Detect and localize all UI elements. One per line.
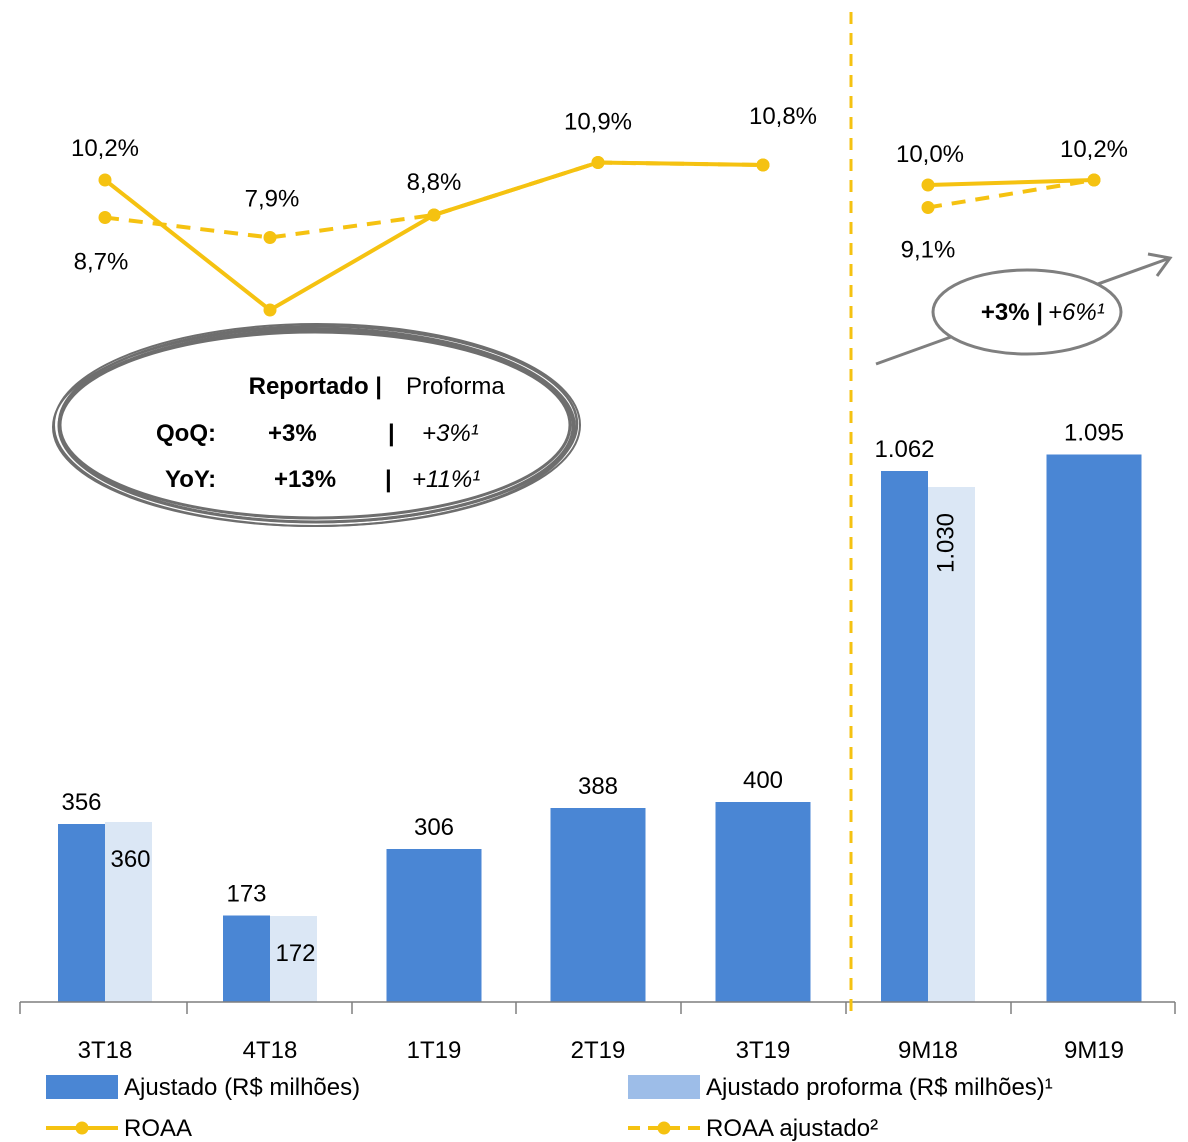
roaa-ajustado-label-3T18: 8,7% [74,249,129,276]
svg-text:Reportado |: Reportado | [249,373,382,400]
bar-ajustado-3T19 [715,802,811,1002]
legend-swatch-1 [628,1075,700,1099]
legend: Ajustado (R$ milhões) Ajustado proforma (… [46,1074,1053,1142]
qoq-reported: +3% [268,420,317,447]
roaa-ajustado-label-4T18: 7,9% [245,186,300,213]
roaa-ajustado-point-3T18 [98,211,112,224]
bar-label-ajustado-9M18: 1.062 [874,436,934,463]
yoy-proforma: +11%¹ [412,466,480,493]
callout-header-separator: | [369,373,382,400]
qoq-proforma: +3%¹ [422,420,479,447]
bar-proforma-4T18 [270,916,317,1002]
yoy-reported: +13% [274,466,336,493]
bar-label-proforma-3T18: 360 [110,846,150,873]
nine-months-growth: +3% | +6%¹ [875,252,1173,366]
roaa-line [927,178,1095,187]
svg-text:+3% |: +3% | [981,299,1043,326]
bar-label-ajustado-4T18: 173 [226,881,266,908]
legend-label-1: Ajustado proforma (R$ milhões)¹ [706,1074,1053,1101]
legend-label-0: Ajustado (R$ milhões) [124,1074,360,1101]
bar-ajustado-3T18 [58,824,105,1002]
callout-header-proforma: Proforma [406,373,505,400]
lines-layer: 10,2%5,0%8,8%10,9%10,8%10,0%10,2%8,7%7,9… [71,103,1128,367]
bar-ajustado-2T19 [550,808,646,1002]
roaa-label-2T19: 10,9% [564,109,632,136]
bar-label-ajustado-3T19: 400 [743,767,783,794]
roaa-label-9M18: 10,0% [896,141,964,168]
bar-proforma-9M18 [928,487,975,1002]
bar-proforma-3T18 [105,822,152,1002]
qoq-label: QoQ: [156,420,216,447]
yoy-label: YoY: [165,466,216,493]
yoy-separator: | [385,466,392,493]
roaa-label-1T19: 8,8% [407,169,462,196]
legend-swatch-0 [46,1075,118,1099]
roaa-point-2T19 [591,156,605,169]
legend-marker-2 [75,1121,89,1135]
bar-label-proforma-9M18: 1.030 [933,513,960,573]
roaa-ajustado-label-9M18: 9,1% [901,237,956,264]
nine-months-proforma: +6%¹ [1048,299,1105,326]
bar-ajustado-9M18 [881,471,928,1002]
roaa-ajustado-point-9M18 [921,201,935,214]
x-tick-label-4T18: 4T18 [243,1037,298,1064]
roaa-label-9M19: 10,2% [1060,136,1128,163]
x-tick-label-3T18: 3T18 [78,1037,133,1064]
x-axis: 3T18 4T18 1T19 2T19 3T19 9M18 9M19 [19,1001,1176,1064]
arrow-head-icon [1147,252,1173,277]
bar-ajustado-1T19 [386,849,482,1002]
roaa-point-9M18 [921,178,935,192]
qoq-separator: | [388,420,395,447]
x-tick-label-9M18: 9M18 [898,1037,958,1064]
bars-layer: 356 360 173 172 306 388 400 1.062 1.030 1.095 [58,420,1142,1002]
roaa-point-4T18 [263,303,277,317]
bar-label-ajustado-9M19: 1.095 [1064,420,1124,447]
x-tick-label-3T19: 3T19 [736,1037,791,1064]
roaa-point-9M19 [1087,173,1101,187]
roaa-point-1T19 [427,208,441,222]
bar-label-ajustado-3T18: 356 [61,789,101,816]
roaa-label-3T18: 10,2% [71,135,139,162]
roaa-point-3T18 [98,173,112,187]
bar-label-ajustado-2T19: 388 [578,773,618,800]
callout-header-reported: Reportado [249,373,369,400]
roaa-ajustado-line [927,178,1095,210]
x-tick-label-9M19: 9M19 [1064,1037,1124,1064]
bar-label-proforma-4T18: 172 [275,940,315,967]
nine-months-separator: | [1036,299,1043,326]
x-tick-label-2T19: 2T19 [571,1037,626,1064]
roaa-point-3T19 [756,158,770,172]
roaa-label-3T19: 10,8% [749,103,817,130]
growth-callout: Reportado | Proforma QoQ: +3% | +3%¹ YoY… [52,323,581,527]
nine-months-reported: +3% [981,299,1030,326]
bar-ajustado-9M19 [1046,454,1142,1002]
bar-ajustado-4T18 [223,915,270,1002]
legend-marker-3 [657,1121,671,1135]
legend-label-3: ROAA ajustado² [706,1115,878,1142]
bar-label-ajustado-1T19: 306 [414,814,454,841]
roaa-ajustado-point-4T18 [263,231,277,244]
x-tick-label-1T19: 1T19 [407,1037,462,1064]
legend-label-2: ROAA [124,1115,192,1142]
